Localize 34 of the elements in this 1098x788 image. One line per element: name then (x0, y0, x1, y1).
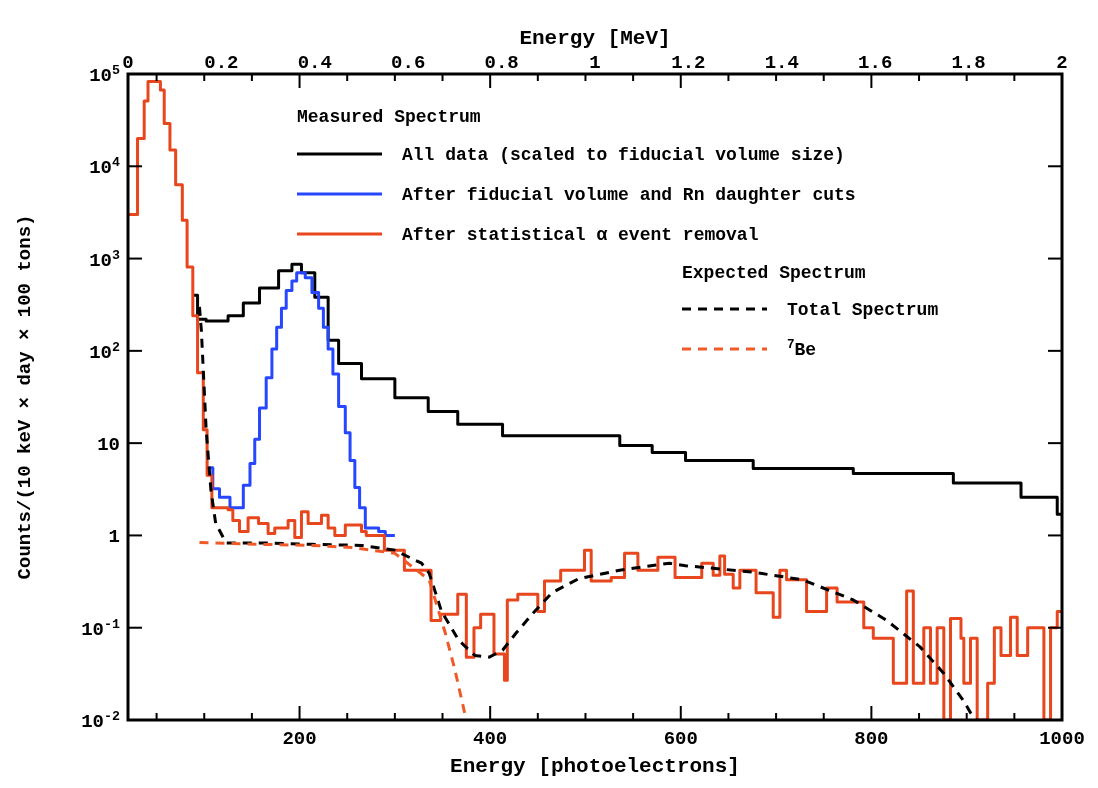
x2-tick-label: 1.8 (951, 52, 986, 74)
annotation: Expected Spectrum (682, 263, 866, 283)
x-tick-label: 800 (854, 728, 889, 750)
x2-tick-label: 0.8 (484, 52, 519, 74)
y-tick-label: 10$^{3}$ (89, 247, 121, 272)
y-axis-title: Counts/(10 keV × day × 100 tons) (14, 214, 36, 580)
legend-label: All data (scaled to fiducial volume size) (402, 145, 845, 165)
y-tick-label: 10$^{-1}$ (81, 616, 121, 641)
x2-tick-label: 2 (1056, 52, 1068, 74)
x2-tick-label: 0.2 (204, 52, 239, 74)
legend-label: After statistical α event removal (402, 225, 759, 245)
y-tick-label: 10$^{-2}$ (81, 708, 121, 733)
x-axis-title: Energy [photoelectrons] (450, 755, 740, 778)
x2-tick-label: 0.6 (391, 52, 426, 74)
x-tick-label: 600 (663, 728, 698, 750)
x2-tick-label: 1.4 (764, 52, 799, 74)
x2-tick-label: 0 (122, 52, 134, 74)
y-tick-label: 10$^{4}$ (89, 154, 121, 180)
x-tick-label: 400 (473, 728, 508, 750)
x-tick-label: 1000 (1039, 728, 1085, 750)
y-tick-label: 10$^{5}$ (89, 62, 121, 87)
y-tick-label: 10$^{2}$ (89, 339, 121, 364)
x2-tick-label: 0.4 (297, 52, 332, 74)
x-tick-label: 200 (282, 728, 317, 750)
x2-tick-label: 1 (589, 52, 601, 74)
x2-tick-label: 1.2 (671, 52, 706, 74)
legend-label: $^{7}$Be (787, 338, 817, 360)
legend-label: After fiducial volume and Rn daughter cuts (402, 185, 856, 205)
legend-title: Measured Spectrum (297, 107, 481, 127)
x2-axis-title: Energy [MeV] (519, 27, 671, 50)
legend-label: Total Spectrum (787, 300, 939, 320)
y-tick-label: 1 (108, 526, 120, 549)
y-tick-label: 10 (97, 434, 120, 457)
x2-tick-label: 1.6 (858, 52, 893, 74)
